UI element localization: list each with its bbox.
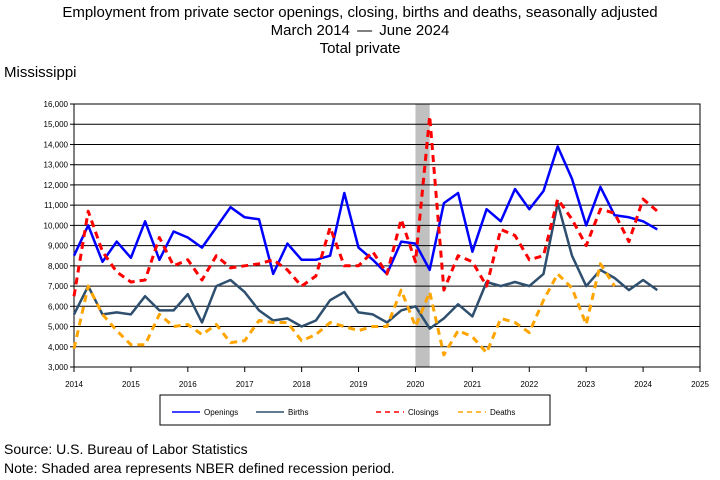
- period-end: June 2024: [379, 22, 450, 39]
- x-tick-label: 2019: [350, 380, 368, 389]
- x-tick-label: 2016: [179, 380, 197, 389]
- chart-title: Employment from private sector openings,…: [62, 4, 658, 21]
- legend-label-births: Births: [288, 408, 308, 417]
- y-tick-label: 5,000: [48, 323, 69, 332]
- chart-subtitle-period: March 2014 — June 2024: [0, 22, 720, 40]
- y-tick-label: 14,000: [44, 140, 69, 149]
- x-tick-label: 2017: [236, 380, 254, 389]
- y-tick-label: 11,000: [44, 201, 68, 210]
- x-tick-label: 2024: [634, 380, 652, 389]
- chart-subtitle-sector: Total private: [319, 40, 401, 57]
- y-tick-label: 7,000: [48, 282, 69, 291]
- region-label: Mississippi: [4, 64, 77, 81]
- x-tick-label: 2023: [577, 380, 595, 389]
- legend-label-closings: Closings: [408, 408, 439, 417]
- x-tick-label: 2014: [65, 380, 83, 389]
- series-layer: [72, 114, 659, 357]
- source-note: Source: U.S. Bureau of Labor Statistics: [4, 441, 248, 457]
- legend-label-openings: Openings: [204, 408, 238, 417]
- y-tick-label: 9,000: [48, 242, 69, 251]
- period-start: March 2014: [270, 22, 350, 39]
- x-tick-label: 2020: [407, 380, 425, 389]
- chart-title-block: Employment from private sector openings,…: [0, 4, 720, 58]
- axis-layer: 3,000 4,000 5,000 6,000 7,000 8,000 9,000 10,00…: [44, 100, 710, 389]
- y-tick-label: 15,000: [44, 120, 69, 129]
- y-tick-label: 6,000: [48, 302, 69, 311]
- series-line-closings: [72, 114, 659, 297]
- y-tick-label: 3,000: [48, 363, 69, 372]
- x-tick-label: 2022: [520, 380, 538, 389]
- series-line-births: [72, 201, 659, 330]
- y-tick-label: 4,000: [48, 343, 69, 352]
- x-tick-label: 2021: [463, 380, 481, 389]
- legend-label-deaths: Deaths: [490, 408, 515, 417]
- x-tick-label: 2015: [122, 380, 140, 389]
- series-line-deaths: [72, 262, 616, 357]
- legend-box: [159, 394, 551, 426]
- plot-frame: [73, 103, 701, 368]
- legend: Openings Births Closings Deaths: [159, 394, 551, 426]
- y-tick-label: 16,000: [44, 100, 69, 109]
- y-tick-label: 10,000: [44, 221, 69, 230]
- period-separator: —: [357, 22, 373, 39]
- y-tick-label: 12,000: [44, 181, 69, 190]
- recession-note: Note: Shaded area represents NBER define…: [4, 460, 395, 476]
- series-line-openings: [72, 145, 658, 276]
- x-tick-label: 2025: [691, 380, 709, 389]
- x-tick-label: 2018: [293, 380, 311, 389]
- y-tick-label: 13,000: [44, 161, 69, 170]
- y-tick-label: 8,000: [48, 262, 69, 271]
